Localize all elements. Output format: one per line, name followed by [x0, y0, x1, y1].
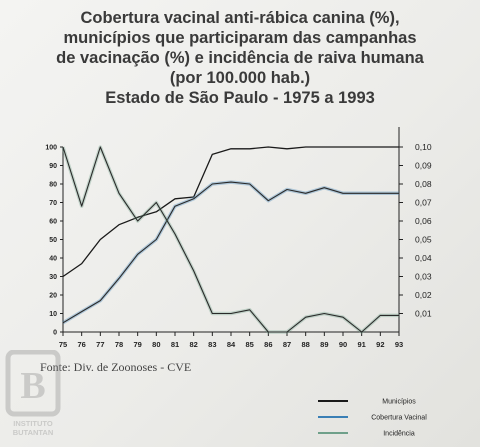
series-line-incidencia — [62, 146, 399, 333]
y-right-tick-label: 0,01 — [415, 309, 432, 319]
y-left-tick-label: 100 — [45, 145, 57, 152]
chart-title: Cobertura vacinal anti-rábica canina (%)… — [30, 8, 450, 108]
y-left-tick-label: 40 — [49, 256, 57, 263]
x-tick-label: 77 — [96, 340, 104, 349]
y-right-tick-label: 0,10 — [415, 142, 432, 152]
y-right-tick-label: 0,06 — [415, 216, 432, 226]
y-left-tick-label: 80 — [49, 182, 57, 189]
x-tick-label: 86 — [264, 340, 272, 349]
institute-logo: B INSTITUTO BUTANTAN — [5, 350, 61, 437]
x-tick-label: 89 — [320, 340, 328, 349]
x-tick-label: 92 — [376, 340, 384, 349]
y-right-tick-label: 0,03 — [415, 272, 432, 282]
x-tick-label: 76 — [77, 340, 85, 349]
y-left-tick-label: 60 — [49, 219, 57, 226]
x-tick-label: 79 — [133, 340, 141, 349]
y-left-tick-label: 90 — [49, 163, 57, 170]
x-tick-label: 85 — [245, 340, 253, 349]
y-right-tick-label: 0,04 — [415, 253, 432, 263]
x-tick-label: 75 — [59, 340, 67, 349]
y-right-tick-label: 0,08 — [415, 179, 432, 189]
x-tick-label: 81 — [171, 340, 179, 349]
legend-label-incidencia: Incidência — [383, 431, 415, 438]
title-line-4: (por 100.000 hab.) — [169, 69, 311, 87]
x-tick-label: 78 — [115, 340, 123, 349]
svg-text:INSTITUTO: INSTITUTO — [13, 419, 53, 428]
legend-label-municipios: Municípios — [382, 399, 416, 406]
chart-legend: Municípios Cobertura Vacinal Incidência — [318, 399, 427, 438]
x-tick-label: 83 — [208, 340, 216, 349]
chart-axes: 10090807060504030201000,100,090,080,070,… — [45, 127, 432, 349]
y-left-tick-label: 30 — [49, 274, 57, 281]
x-tick-label: 88 — [301, 340, 309, 349]
series-line-municipios — [62, 146, 399, 278]
y-left-tick-label: 20 — [49, 293, 57, 300]
series-line-cobertura — [62, 181, 399, 324]
legend-label-cobertura: Cobertura Vacinal — [371, 415, 427, 422]
title-line-3: de vacinação (%) e incidência de raiva h… — [56, 49, 424, 67]
x-tick-label: 93 — [395, 340, 403, 349]
title-line-5: Estado de São Paulo - 1975 a 1993 — [105, 89, 375, 107]
svg-text:BUTANTAN: BUTANTAN — [13, 428, 54, 437]
y-left-tick-label: 70 — [49, 200, 57, 207]
series-halo — [62, 180, 399, 325]
x-tick-label: 80 — [152, 340, 160, 349]
title-line-2: municípios que participaram das campanha… — [63, 29, 417, 47]
y-right-tick-label: 0,02 — [415, 290, 432, 300]
y-right-tick-label: 0,07 — [415, 198, 432, 208]
y-left-tick-label: 50 — [49, 237, 57, 244]
x-tick-label: 82 — [189, 340, 197, 349]
y-right-tick-label: 0,05 — [415, 235, 432, 245]
x-tick-label: 90 — [339, 340, 347, 349]
series-halo — [61, 145, 399, 334]
chart-series — [61, 145, 399, 334]
x-tick-label: 84 — [227, 340, 236, 349]
source-note: Fonte: Div. de Zoonoses - CVE — [40, 360, 192, 374]
y-left-tick-label: 0 — [53, 330, 57, 337]
y-right-tick-label: 0,09 — [415, 161, 432, 171]
svg-text:B: B — [20, 365, 45, 407]
y-left-tick-label: 10 — [49, 311, 57, 318]
title-line-1: Cobertura vacinal anti-rábica canina (%)… — [80, 9, 400, 27]
x-tick-label: 87 — [283, 340, 291, 349]
x-tick-label: 91 — [357, 340, 365, 349]
